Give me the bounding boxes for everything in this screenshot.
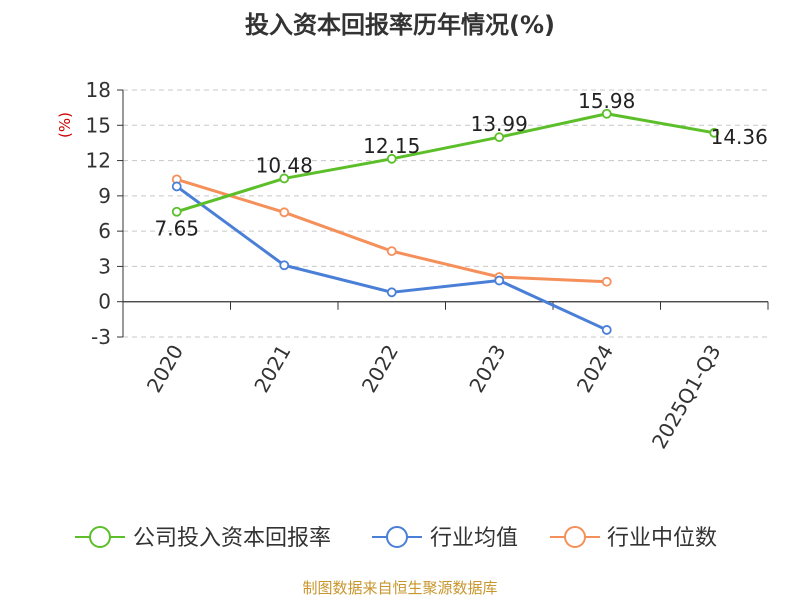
data-point (279, 207, 290, 218)
y-tick-label: 12 (86, 149, 111, 173)
series-layer (171, 108, 720, 335)
data-label: 7.65 (154, 217, 199, 241)
grid (123, 89, 768, 338)
x-tick-label: 2020 (142, 341, 188, 397)
data-point (709, 127, 720, 138)
data-point (386, 246, 397, 257)
data-point (279, 173, 290, 184)
source-note: 制图数据来自恒生聚源数据库 (302, 579, 497, 597)
legend-label: 行业中位数 (607, 526, 717, 551)
y-tick-label: 3 (98, 254, 111, 278)
legend: 公司投入资本回报率 行业均值 行业中位数 (75, 526, 717, 551)
chart-title: 投入资本回报率历年情况(%) (245, 11, 555, 39)
data-point (494, 132, 505, 143)
data-point (386, 153, 397, 164)
y-tick-label: 15 (86, 113, 111, 137)
data-point (386, 287, 397, 298)
y-tick-label: 6 (98, 219, 111, 243)
x-tick-label: 2021 (249, 341, 295, 397)
x-tick-label: 2022 (357, 341, 403, 397)
data-point (601, 108, 612, 119)
data-point (279, 260, 290, 271)
data-label: 10.48 (256, 153, 313, 177)
data-label: 14.36 (711, 125, 768, 149)
data-label: 15.98 (578, 89, 635, 113)
x-tick-label: 2025Q1-Q3 (647, 341, 726, 453)
y-tick-label: 9 (98, 184, 111, 208)
y-axis-label: (%) (56, 112, 74, 138)
axes: -3 0 3 6 9 12 15 18 2020 2021 2022 2023 2024 2025Q1-Q… (86, 78, 769, 453)
legend-marker (89, 526, 111, 548)
legend-label: 行业均值 (430, 526, 518, 551)
data-point (171, 206, 182, 217)
y-tick-label: 0 (98, 290, 111, 314)
data-labels: 7.65 10.48 12.15 13.99 15.98 14.36 (154, 89, 767, 241)
data-point (494, 275, 505, 286)
y-tick-label: -3 (91, 325, 111, 349)
data-point (171, 181, 182, 192)
series-line (175, 185, 608, 332)
data-point (601, 276, 612, 287)
x-tick-label: 2023 (464, 341, 510, 397)
legend-label: 公司投入资本回报率 (133, 526, 331, 551)
x-tick-label: 2024 (572, 341, 618, 397)
legend-marker (564, 526, 586, 548)
data-point (601, 325, 612, 335)
data-label: 12.15 (363, 134, 420, 158)
y-tick-label: 18 (86, 78, 111, 102)
data-label: 13.99 (471, 112, 528, 136)
series-line (176, 112, 715, 214)
legend-marker (386, 526, 408, 548)
